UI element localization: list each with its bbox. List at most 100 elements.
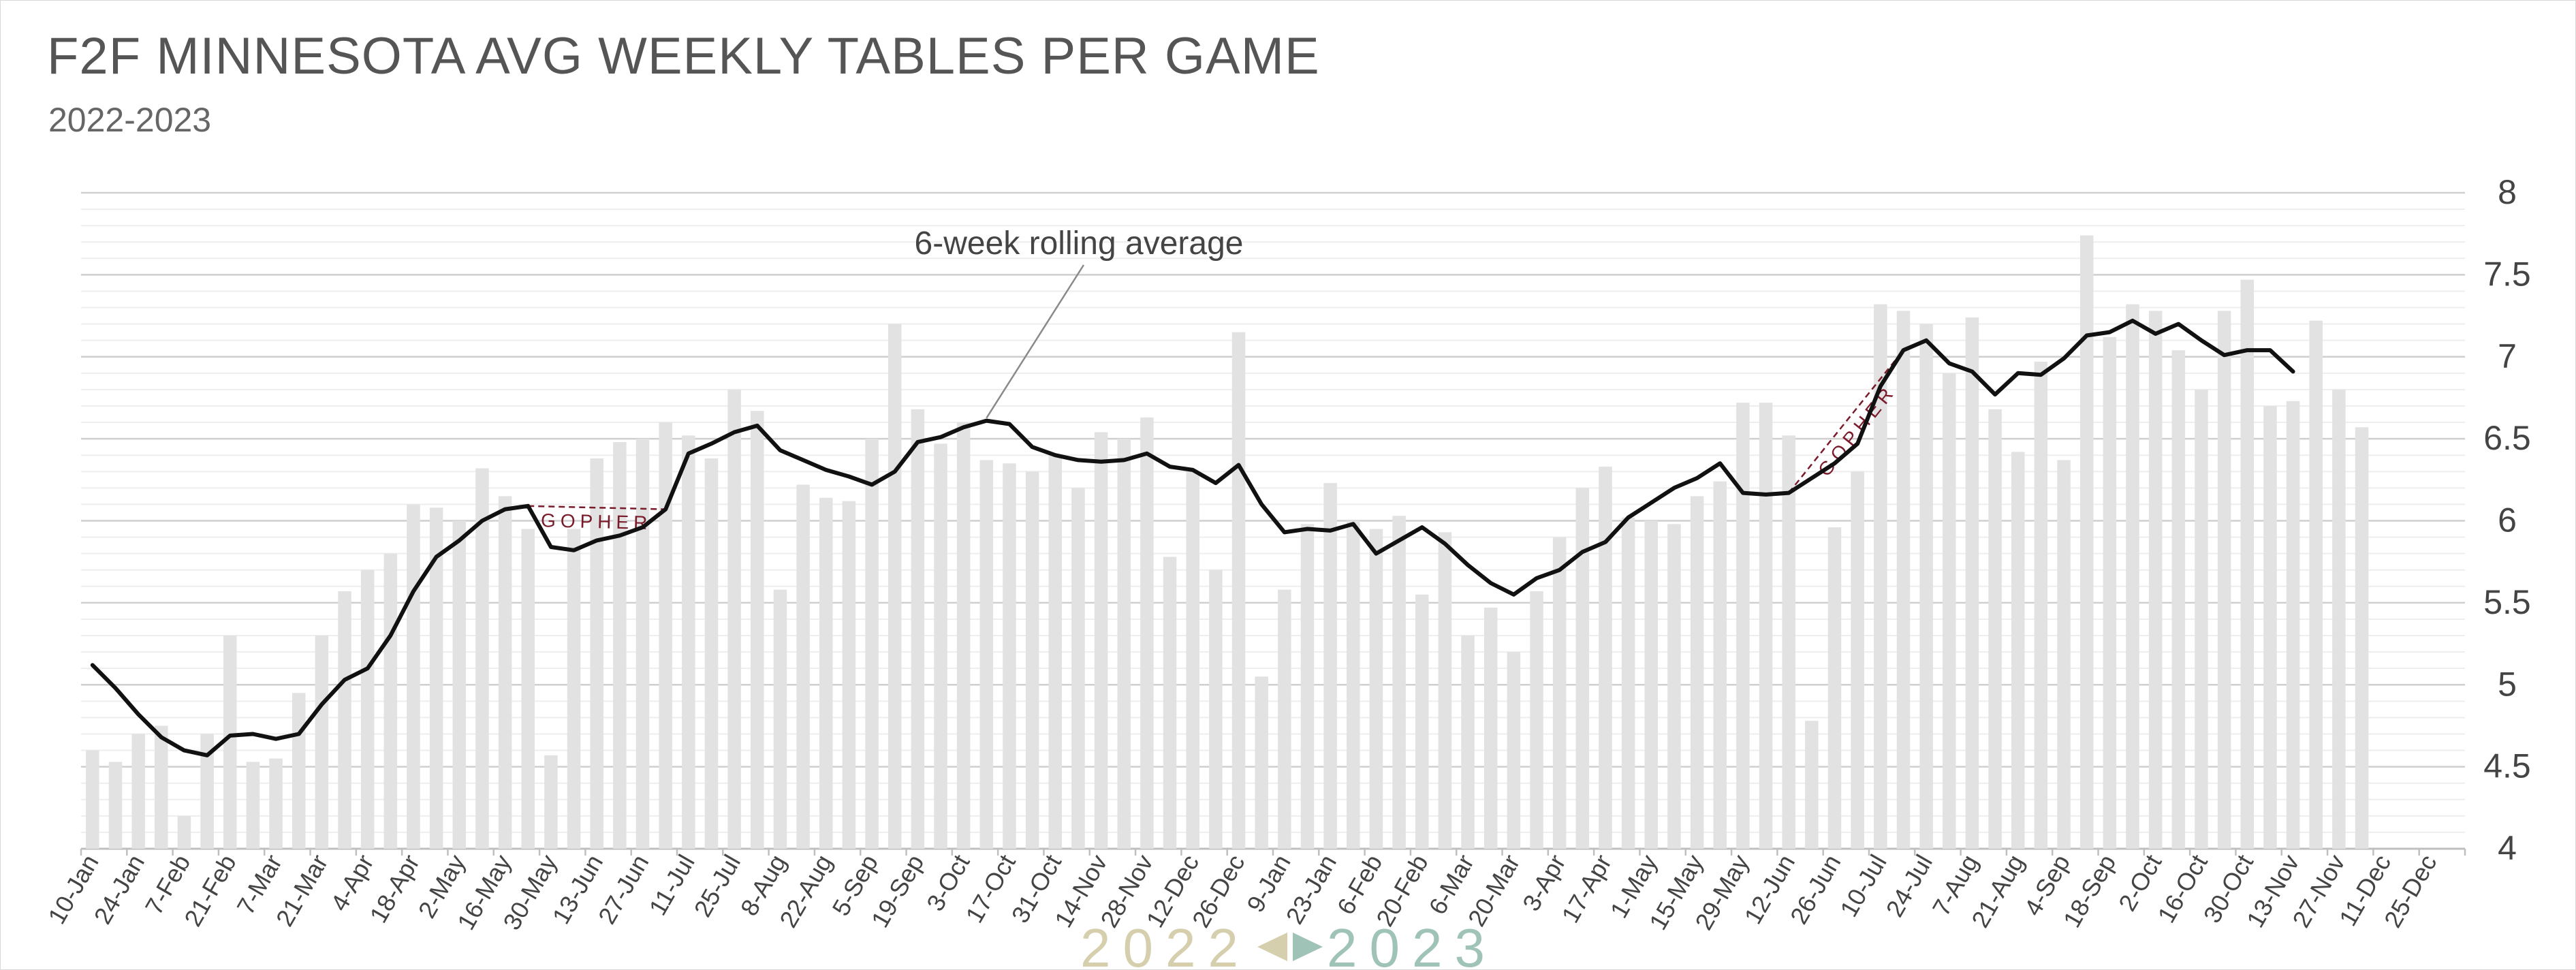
- bar: [1209, 569, 1223, 849]
- bar: [911, 409, 925, 849]
- bar: [498, 496, 512, 849]
- bar: [1347, 520, 1360, 849]
- bar: [108, 762, 123, 849]
- bar: [956, 422, 971, 849]
- bar: [934, 443, 947, 849]
- bar: [567, 529, 581, 849]
- y-tick-label: 5: [2498, 665, 2517, 703]
- bar: [1943, 373, 1956, 849]
- y-tick-label: 6: [2498, 501, 2517, 539]
- bar: [2355, 427, 2369, 849]
- bar: [2217, 311, 2231, 849]
- bar: [452, 520, 467, 849]
- bar: [1438, 532, 1452, 849]
- rolling-average-series: [90, 318, 2295, 757]
- bar: [2240, 279, 2255, 849]
- y-tick-label: 6.5: [2483, 419, 2531, 457]
- bar: [1461, 636, 1475, 849]
- bar: [360, 569, 375, 849]
- year-right-label: 2023: [1327, 918, 1497, 969]
- bar: [131, 734, 145, 849]
- bar: [1530, 591, 1543, 849]
- bar: [1278, 589, 1291, 849]
- bar: [1827, 527, 1842, 849]
- bar: [1552, 537, 1567, 849]
- bar: [635, 439, 650, 849]
- bar: [2079, 235, 2094, 849]
- bar: [1255, 676, 1268, 849]
- bar: [1186, 471, 1199, 849]
- bar: [819, 497, 833, 849]
- bar: [2286, 401, 2300, 849]
- bar: [1599, 467, 1612, 849]
- bar: [751, 411, 764, 849]
- annotation-label: 6-week rolling average: [915, 225, 1244, 262]
- y-tick-label: 4: [2498, 829, 2517, 867]
- bar: [155, 725, 168, 849]
- bar: [544, 755, 558, 849]
- bar: [1621, 517, 1635, 849]
- year-legend: 2022 2023: [1080, 918, 1497, 969]
- bar: [1300, 524, 1315, 849]
- bar: [223, 636, 237, 849]
- bar: [2057, 460, 2071, 849]
- y-tick-label: 7: [2498, 337, 2517, 375]
- bar: [1231, 332, 1246, 849]
- bar: [86, 750, 99, 849]
- x-tick-label: 10-Jul: [1834, 850, 1892, 922]
- bar: [1140, 417, 1154, 849]
- bar: [2332, 389, 2346, 849]
- bar: [1782, 435, 1795, 849]
- bar: [1117, 439, 1131, 849]
- bar: [1003, 463, 1016, 849]
- x-axis-ticks: 10-Jan24-Jan7-Feb21-Feb7-Mar21-Mar4-Apr1…: [42, 849, 2466, 935]
- bar: [429, 507, 443, 849]
- y-tick-label: 4.5: [2483, 747, 2531, 785]
- bar: [1507, 652, 1521, 849]
- bar: [682, 435, 695, 849]
- y-tick-label: 8: [2498, 173, 2517, 211]
- bar: [1071, 488, 1085, 849]
- bar: [269, 758, 283, 849]
- bar: [1163, 557, 1177, 849]
- bar: [1713, 481, 1727, 849]
- bar: [2309, 320, 2323, 849]
- year-left-label: 2022: [1080, 918, 1251, 969]
- bar: [1965, 317, 1979, 849]
- bar: [407, 504, 420, 849]
- bar: [2195, 389, 2208, 849]
- bar: [1988, 409, 2002, 849]
- bar: [292, 693, 306, 849]
- bar: [2263, 405, 2277, 849]
- arrow-right-icon: [1293, 933, 1323, 961]
- bar: [2034, 361, 2048, 849]
- bar: [2148, 311, 2163, 849]
- bar: [1919, 324, 1933, 849]
- arrow-left-icon: [1257, 933, 1287, 961]
- gopher-2023-label: GOPHER: [1814, 380, 1900, 480]
- bar: [338, 591, 351, 849]
- bar: [727, 389, 741, 849]
- bar: [200, 734, 214, 849]
- bar: [704, 458, 719, 849]
- chart-subtitle: 2022-2023: [48, 101, 212, 139]
- bar: [1369, 529, 1383, 849]
- bar: [383, 553, 398, 849]
- weekly-bars: [86, 235, 2369, 849]
- bar: [1874, 304, 1887, 849]
- bar: [1323, 483, 1337, 849]
- bar: [590, 458, 603, 849]
- bar: [1415, 594, 1429, 849]
- rolling-average-line: [90, 318, 2295, 757]
- bar: [315, 636, 329, 849]
- bar: [521, 529, 535, 849]
- bar: [1667, 524, 1681, 849]
- bar: [1644, 520, 1659, 849]
- bar: [979, 460, 994, 849]
- bar: [177, 815, 191, 849]
- bar: [842, 501, 856, 849]
- bar: [1025, 471, 1039, 849]
- chart-title: F2F MINNESOTA AVG WEEKLY TABLES PER GAME: [47, 27, 1320, 85]
- x-tick-label: 25-Jul: [689, 850, 747, 922]
